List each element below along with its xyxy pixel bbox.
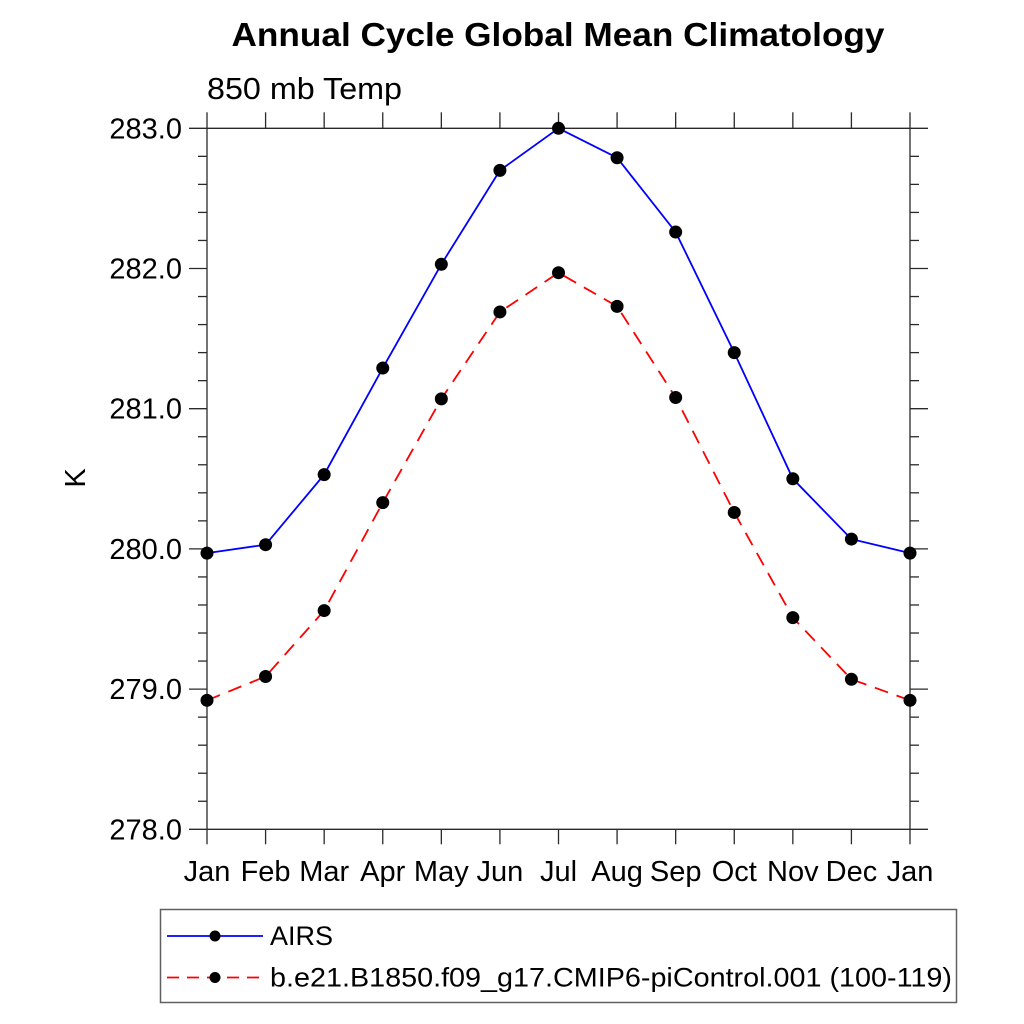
series-airs — [200, 121, 917, 560]
x-tick-label: Jan — [184, 856, 231, 888]
data-point — [844, 532, 858, 546]
x-tick-label: Sep — [650, 856, 702, 888]
x-tick-label: Jun — [477, 856, 524, 888]
x-tick-label: Apr — [360, 856, 405, 888]
data-point — [844, 672, 858, 686]
y-tick-label: 283.0 — [109, 113, 182, 145]
data-point — [903, 546, 917, 560]
series-model — [200, 266, 917, 707]
data-point — [786, 472, 800, 486]
data-point — [376, 496, 390, 510]
tick-labels: Jan Feb Mar Apr May Jun Jul Aug Sep Oct Nov Dec Jan2… — [109, 113, 933, 888]
series-line — [206, 127, 911, 554]
data-point — [493, 305, 507, 319]
data-point — [610, 299, 624, 313]
x-tick-label: Dec — [826, 856, 878, 888]
data-point — [610, 151, 624, 165]
series-line — [206, 271, 911, 702]
legend-marker — [209, 972, 221, 983]
data-point — [434, 392, 448, 406]
data-point — [727, 346, 741, 360]
data-point — [669, 225, 683, 239]
y-axis-label: K — [60, 468, 92, 488]
data-point — [669, 390, 683, 404]
x-tick-label: May — [414, 856, 469, 888]
y-tick-label: 282.0 — [109, 254, 182, 286]
data-point — [200, 546, 214, 560]
legend-box — [159, 908, 958, 1004]
data-point — [903, 693, 917, 707]
legend-label-model: b.e21.B1850.f09_g17.CMIP6-piControl.001 … — [270, 963, 952, 993]
chart-title: Annual Cycle Global Mean Climatology — [232, 16, 886, 53]
data-point — [727, 505, 741, 519]
axes — [189, 112, 928, 845]
x-tick-label: Jan — [887, 856, 934, 888]
plot-frame — [206, 127, 911, 830]
legend-entry-model: b.e21.B1850.f09_g17.CMIP6-piControl.001 … — [167, 963, 952, 993]
data-point — [200, 693, 214, 707]
plot-area: Jan Feb Mar Apr May Jun Jul Aug Sep Oct Nov Dec Jan2… — [109, 112, 933, 888]
data-point — [376, 361, 390, 375]
x-tick-label: Jul — [540, 856, 577, 888]
data-point — [317, 468, 331, 482]
y-tick-label: 278.0 — [109, 814, 182, 846]
data-point — [434, 257, 448, 271]
x-tick-label: Mar — [299, 856, 349, 888]
y-tick-label: 281.0 — [109, 394, 182, 426]
y-tick-label: 280.0 — [109, 534, 182, 566]
x-tick-label: Oct — [712, 856, 757, 888]
data-point — [786, 611, 800, 625]
data-point — [552, 266, 565, 280]
legend-label-airs: AIRS — [270, 921, 333, 951]
legend-marker — [209, 930, 221, 942]
data-point — [317, 604, 331, 618]
x-tick-label: Feb — [241, 856, 291, 888]
chart-subtitle: 850 mb Temp — [207, 71, 402, 106]
data-point — [259, 669, 273, 683]
y-tick-label: 279.0 — [109, 674, 182, 706]
x-tick-label: Aug — [591, 856, 643, 888]
data-point — [552, 121, 565, 135]
legend-entry-airs: AIRS — [167, 921, 333, 951]
legend: AIRS b.e21.B1850.f09_g17.CMIP6-piControl… — [159, 908, 958, 1004]
data-point — [259, 538, 273, 552]
data-point — [493, 163, 507, 177]
x-tick-label: Nov — [767, 856, 819, 888]
